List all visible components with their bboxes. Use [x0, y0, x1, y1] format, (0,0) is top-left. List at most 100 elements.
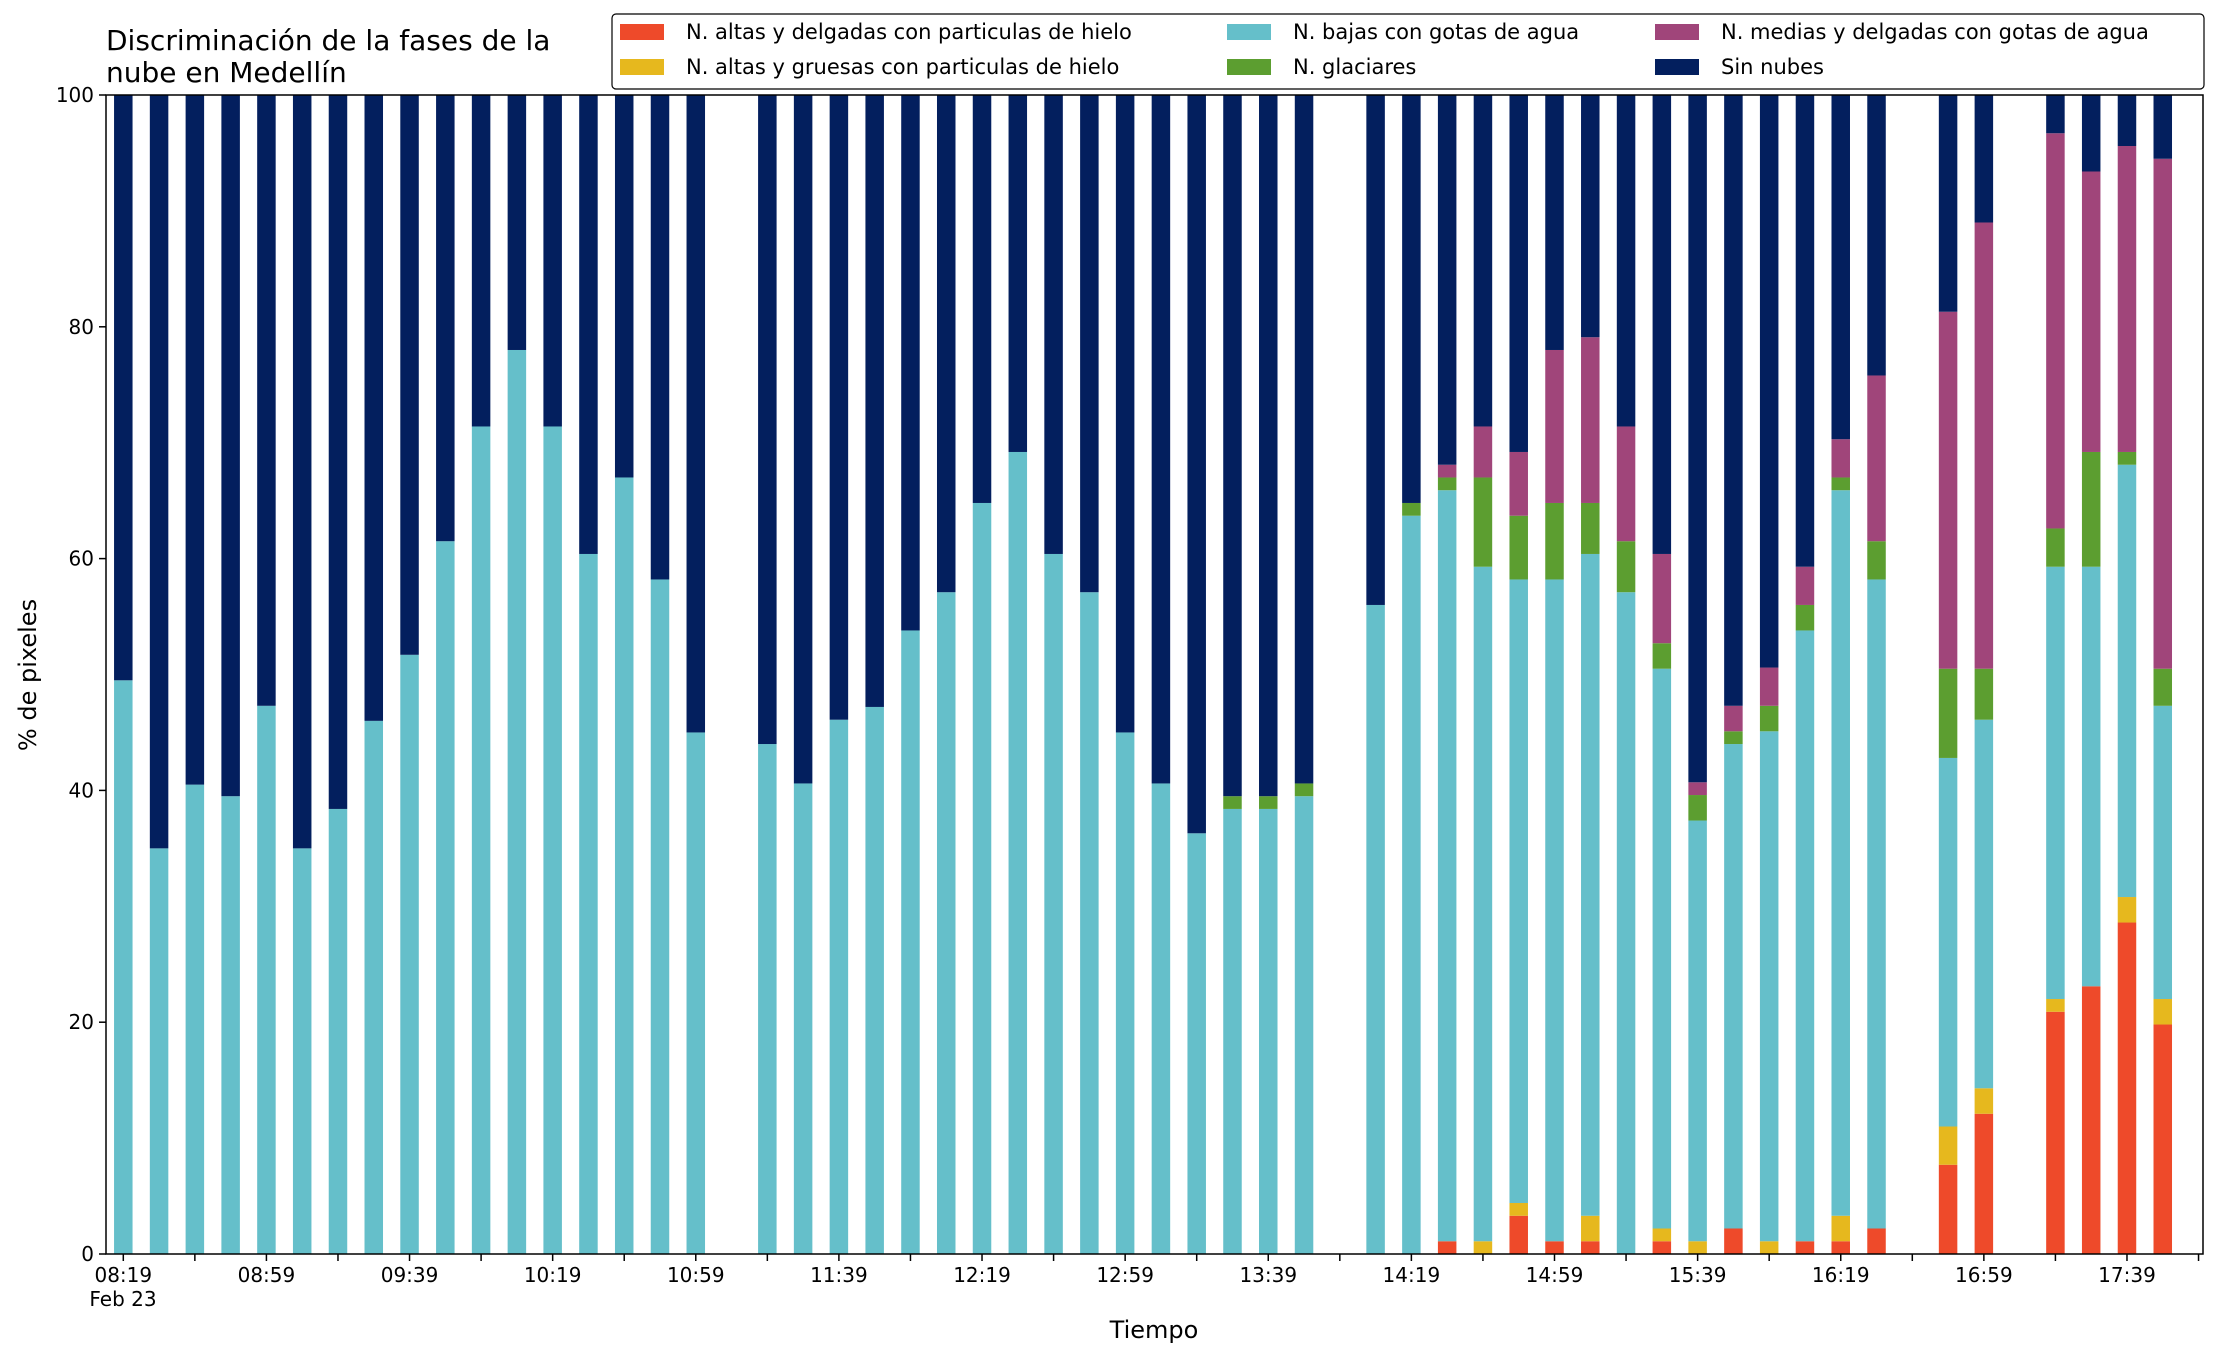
bar-segment	[1688, 782, 1707, 796]
bar-segment	[1759, 95, 1779, 668]
bar-segment	[1938, 311, 1958, 669]
bar-segment	[2117, 145, 2137, 452]
bar-segment	[1437, 1241, 1457, 1254]
bar-segment	[1581, 337, 1600, 503]
bar-segment	[1259, 796, 1278, 809]
bar-segment	[1402, 95, 1421, 503]
bar-segment	[1223, 95, 1242, 797]
bar-segment	[1366, 604, 1385, 1254]
bar-segment	[1831, 490, 1850, 1216]
bar-segment	[1151, 95, 1171, 784]
bar-segment	[400, 95, 419, 655]
bar-segment	[1974, 222, 1994, 669]
bar-segment	[614, 477, 634, 1255]
bar-segment	[1080, 95, 1099, 593]
bar-segment	[1652, 668, 1672, 1229]
y-tick-label: 100	[56, 83, 94, 107]
bar-segment	[1581, 502, 1600, 554]
bar-segment	[686, 95, 706, 733]
bar-segment	[2153, 1024, 2173, 1254]
bar-segment	[1473, 566, 1493, 1242]
bar-segment	[1402, 515, 1421, 1254]
bar-segment	[2117, 464, 2137, 898]
legend-swatch	[620, 59, 664, 75]
axes-frame	[105, 94, 2204, 1255]
legend-label: N. medias y delgadas con gotas de agua	[1721, 20, 2149, 44]
bar-segment	[1616, 541, 1636, 593]
bar-segment	[1652, 1241, 1672, 1254]
x-tick-label: 10:19	[524, 1263, 582, 1287]
bar-segment	[1473, 477, 1493, 567]
bar-segment	[1581, 553, 1600, 1216]
bar-segment	[436, 541, 455, 1254]
bar-segment	[2117, 897, 2137, 923]
bar-segment	[1115, 732, 1135, 1254]
bar-segment	[972, 95, 992, 503]
bar-segment	[2081, 986, 2101, 1254]
bar-segment	[1652, 643, 1672, 669]
x-tick-label: 17:39	[2098, 1263, 2156, 1287]
bar-segment	[1080, 592, 1099, 1254]
bar-segment	[1008, 95, 1028, 452]
bar-segment	[758, 95, 777, 745]
bar-segment	[1938, 668, 1958, 758]
bar-segment	[1795, 1241, 1815, 1254]
bar-segment	[1724, 1228, 1743, 1254]
bar-segment	[507, 349, 527, 1255]
legend-label: N. altas y delgadas con particulas de hi…	[686, 20, 1132, 44]
bar-segment	[1724, 744, 1743, 1229]
bar-segment	[2046, 95, 2065, 134]
bar-segment	[1294, 796, 1314, 1254]
bar-segment	[1616, 592, 1636, 1254]
bar-segment	[1437, 477, 1457, 491]
bar-segment	[1437, 490, 1457, 1242]
bar-segment	[1259, 808, 1278, 1254]
x-tick-label: 08:19	[94, 1263, 152, 1287]
bar-segment	[1831, 95, 1850, 440]
bar-segment	[614, 95, 634, 478]
x-tick-label: 10:59	[667, 1263, 725, 1287]
bar-segment	[2117, 95, 2137, 146]
bar-segment	[1008, 451, 1028, 1254]
bar-segment	[1044, 553, 1063, 1254]
bar-segment	[1509, 95, 1528, 452]
bar-segment	[149, 848, 169, 1254]
bar-segment	[1938, 757, 1958, 1127]
bar-segment	[2117, 451, 2137, 465]
bar-segment	[1688, 95, 1707, 783]
legend-swatch	[1655, 24, 1699, 40]
x-tick-label: 16:19	[1812, 1263, 1870, 1287]
bar-segment	[328, 808, 348, 1254]
bar-segment	[2153, 668, 2173, 706]
bar-segment	[1652, 95, 1672, 554]
bar-segment	[1938, 95, 1958, 312]
bar-segment	[1795, 566, 1815, 605]
bar-segment	[579, 95, 598, 554]
bar-segment	[1509, 1203, 1528, 1216]
bar-segment	[364, 720, 384, 1254]
bar-segment	[1616, 426, 1636, 542]
bar-segment	[829, 95, 849, 720]
bar-segment	[1938, 1164, 1958, 1254]
bar-segment	[2081, 95, 2101, 172]
bar-segment	[1724, 95, 1743, 706]
bar-segment	[364, 95, 384, 721]
bar-segment	[2046, 999, 2065, 1012]
bar-segment	[1974, 719, 1994, 1089]
bar-segment	[2153, 705, 2173, 1000]
bar-segment	[1759, 705, 1779, 732]
x-date-label: Feb 23	[89, 1287, 156, 1311]
bar-segment	[1867, 95, 1886, 376]
bar-segment	[2046, 1011, 2065, 1254]
bar-segment	[901, 95, 920, 631]
bar-segment	[1867, 579, 1886, 1229]
bar-segment	[579, 553, 598, 1254]
x-axis-label: Tiempo	[1109, 1316, 1199, 1344]
bar-segment	[1259, 95, 1278, 797]
bar-segment	[1759, 1241, 1779, 1254]
bar-segment	[257, 95, 276, 706]
bar-segment	[1581, 1241, 1600, 1254]
bar-segment	[1795, 630, 1815, 1242]
